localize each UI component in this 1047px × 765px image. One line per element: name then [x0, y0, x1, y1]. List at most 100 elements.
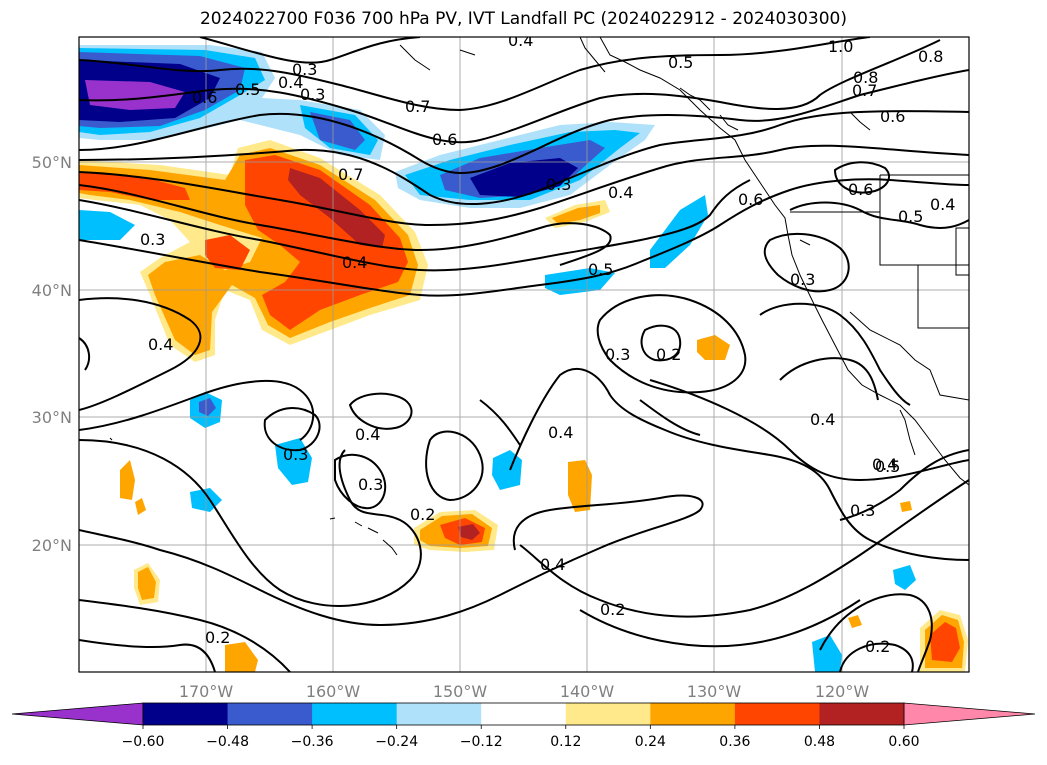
- positive-region-hawaii-top: [458, 524, 480, 540]
- lat-label-50n: 50°N: [32, 153, 72, 172]
- contour-label: 0.4: [548, 423, 573, 442]
- positive-region-north-small-mid: [552, 205, 600, 224]
- colorbar-tick-label: 0.24: [635, 734, 666, 750]
- contour-label: 0.4: [508, 31, 533, 50]
- positive-region-se-small: [848, 615, 862, 628]
- colorbar-tick-label: −0.48: [206, 734, 249, 750]
- contour-label: 0.5: [588, 260, 613, 279]
- colorbar-segment: [565, 703, 651, 725]
- colorbar-tick-label: −0.36: [291, 734, 334, 750]
- contour-label: 0.7: [338, 165, 363, 184]
- lat-label-20n: 20°N: [32, 536, 72, 555]
- colorbar: −0.60 −0.48 −0.36 −0.24 −0.12 0.12 0.24 0.36 0.4…: [11, 702, 1036, 750]
- contour-label: 0.4: [930, 195, 955, 214]
- contour-label: 0.7: [405, 97, 430, 116]
- latitude-labels: 50°N 40°N 30°N 20°N: [32, 153, 72, 555]
- contour-label: 1.0: [828, 37, 853, 56]
- negative-region-small-1-core: [199, 398, 216, 416]
- contour-label: 0.2: [410, 505, 435, 524]
- colorbar-tick-label: 0.48: [804, 734, 835, 750]
- contour-label: 0.4: [278, 73, 303, 92]
- contour-label: 0.3: [358, 475, 383, 494]
- contour-label: 0.4: [148, 335, 173, 354]
- colorbar-segment: [143, 703, 229, 725]
- colorbar-segment: [481, 703, 567, 725]
- colorbar-tick-label: −0.24: [375, 734, 418, 750]
- contour-label: 0.3: [605, 345, 630, 364]
- colorbar-extend-min: [11, 702, 144, 726]
- colorbar-tick-label: −0.60: [122, 734, 165, 750]
- positive-region-se-high: [930, 622, 960, 662]
- contour-label: 0.4: [342, 253, 367, 272]
- negative-shading-regions: [79, 45, 916, 672]
- positive-region-sub-3: [135, 498, 146, 515]
- colorbar-segment: [734, 703, 820, 725]
- colorbar-tick-label: 0.60: [888, 734, 919, 750]
- colorbar-outline: [142, 702, 905, 726]
- contour-label: 0.2: [656, 345, 681, 364]
- positive-region-sub-1: [568, 460, 592, 512]
- colorbar-segment: [227, 703, 313, 725]
- negative-region-nw-extreme: [85, 80, 185, 110]
- contour-label: 0.2: [865, 637, 890, 656]
- contour-label: 0.8: [853, 68, 878, 87]
- contour-label: 0.5: [875, 457, 900, 476]
- negative-region-small-5: [893, 565, 916, 590]
- lon-label-120w: 120°W: [815, 682, 870, 701]
- colorbar-segment: [396, 703, 482, 725]
- negative-region-se: [812, 635, 842, 672]
- contour-label: 0.6: [192, 88, 217, 107]
- contour-label: 0.6: [848, 180, 873, 199]
- colorbar-tick-label: 0.12: [550, 734, 581, 750]
- contour-label: 0.4: [540, 555, 565, 574]
- colorbar-tick-label: −0.12: [460, 734, 503, 750]
- lat-label-30n: 30°N: [32, 408, 72, 427]
- map-gridlines: [79, 37, 969, 672]
- lon-label-150w: 150°W: [433, 682, 488, 701]
- contour-labels: 0.4 0.3 0.5 0.6 0.4 0.3 0.5 1.0 0.8 0.8 …: [140, 31, 955, 656]
- positive-region-se-small-2: [900, 501, 912, 512]
- lon-label-170w: 170°W: [179, 682, 234, 701]
- negative-region-north-top: [470, 158, 578, 197]
- contour-label: 0.2: [600, 600, 625, 619]
- colorbar-segment: [819, 703, 905, 725]
- positive-region-sub-4-mid: [138, 567, 156, 600]
- negative-region-west: [79, 210, 135, 240]
- contour-label: 0.5: [898, 207, 923, 226]
- colorbar-segment: [650, 703, 736, 725]
- contour-label: 0.4: [810, 410, 835, 429]
- contour-label: 0.4: [608, 183, 633, 202]
- contour-label: 0.7: [852, 81, 877, 100]
- contour-label: 0.3: [292, 60, 317, 79]
- colorbar-segment: [312, 703, 398, 725]
- lon-label-130w: 130°W: [687, 682, 742, 701]
- contour-label: 0.8: [918, 47, 943, 66]
- lon-label-140w: 140°W: [560, 682, 615, 701]
- longitude-labels: 170°W 160°W 150°W 140°W 130°W 120°W: [179, 682, 870, 701]
- colorbar-tick-label: 0.36: [719, 734, 750, 750]
- map-title: 2024022700 F036 700 hPa PV, IVT Landfall…: [199, 9, 847, 29]
- positive-region-sub-5: [225, 642, 258, 672]
- colorbar-extend-max: [903, 702, 1036, 726]
- lat-label-40n: 40°N: [32, 281, 72, 300]
- contour-label: 0.6: [880, 107, 905, 126]
- lon-label-160w: 160°W: [306, 682, 361, 701]
- contour-label: 0.3: [140, 230, 165, 249]
- map-frame: [78, 36, 970, 673]
- contour-label: 0.6: [738, 190, 763, 209]
- contour-label: 0.6: [432, 130, 457, 149]
- contour-label: 0.3: [300, 85, 325, 104]
- contour-label: 0.3: [850, 501, 875, 520]
- pv-contours: [79, 37, 969, 672]
- contour-label: 0.5: [235, 80, 260, 99]
- positive-region-main-top: [288, 168, 385, 248]
- contour-label: 0.5: [668, 53, 693, 72]
- contour-label: 0.3: [790, 270, 815, 289]
- contour-label: 0.3: [283, 445, 308, 464]
- contour-label: 0.3: [546, 175, 571, 194]
- contour-label: 0.2: [205, 628, 230, 647]
- contour-label: 0.4: [355, 425, 380, 444]
- positive-region-sub-2: [120, 460, 135, 500]
- contour-label: 0.4: [872, 455, 897, 474]
